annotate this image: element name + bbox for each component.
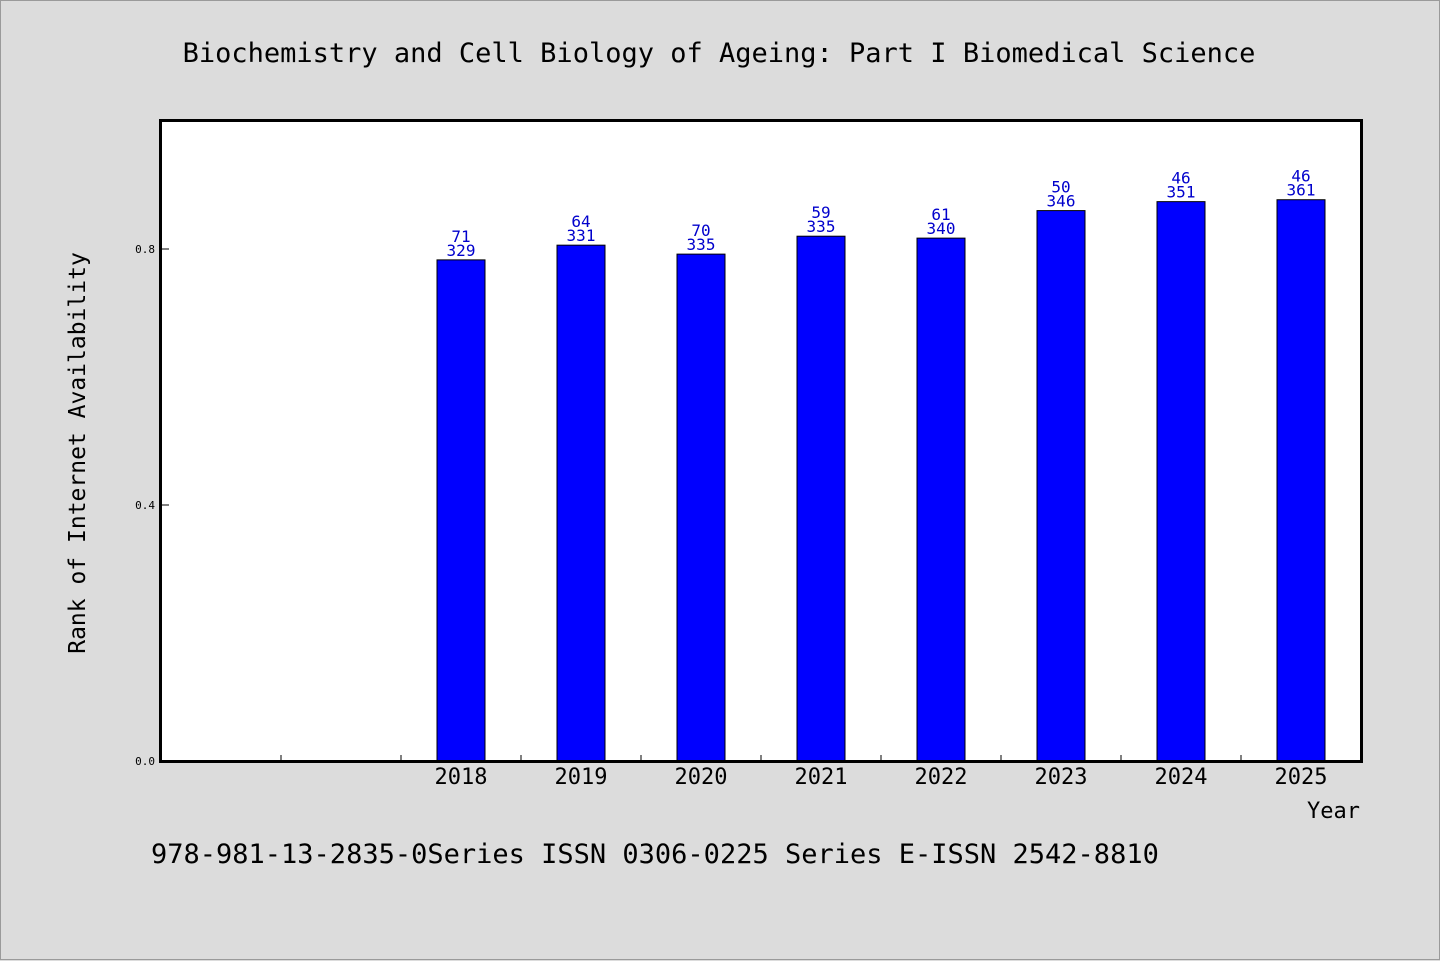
x-tick-label: 2018 <box>435 765 488 790</box>
data-label-top: 46 <box>1171 169 1190 188</box>
chart-title: Biochemistry and Cell Biology of Ageing:… <box>183 38 1256 69</box>
data-label-top: 61 <box>931 205 950 224</box>
data-label-top: 64 <box>571 212 590 231</box>
bar-2024 <box>1156 201 1206 762</box>
bars-group <box>436 199 1326 762</box>
data-label-top: 50 <box>1051 178 1070 197</box>
bar-2022 <box>916 237 966 762</box>
bar-2020 <box>676 253 726 762</box>
data-label-bottom: 335 <box>687 235 716 254</box>
x-ticks-group: 2018 2019 2020 2021 2022 2023 2024 2025 <box>280 755 1328 790</box>
isbn-issn-footer: 978-981-13-2835-0Series ISSN 0306-0225 S… <box>151 839 1159 870</box>
x-axis-label: Year <box>1307 799 1360 824</box>
data-label-bottom: 351 <box>1167 183 1196 202</box>
bar-2019 <box>556 244 606 762</box>
data-label-top: 71 <box>451 227 470 246</box>
data-label-bottom: 361 <box>1287 181 1316 200</box>
x-tick-label: 2022 <box>915 765 968 790</box>
x-tick-label: 2021 <box>795 765 848 790</box>
bar-2018 <box>436 259 486 762</box>
bar-2023 <box>1036 210 1086 762</box>
x-tick-label: 2023 <box>1035 765 1088 790</box>
x-tick-label: 2020 <box>675 765 728 790</box>
data-label-bottom: 340 <box>927 219 956 238</box>
x-tick-label: 2024 <box>1155 765 1208 790</box>
data-label-top: 59 <box>811 203 830 222</box>
bar-2021 <box>796 235 846 762</box>
y-ticks-group: 0.0 0.4 0.8 <box>135 243 169 768</box>
y-tick-label: 0.8 <box>135 243 155 256</box>
y-tick-label: 0.0 <box>135 755 155 768</box>
x-tick-label: 2025 <box>1275 765 1328 790</box>
y-tick-label: 0.4 <box>135 499 155 512</box>
data-label-bottom: 331 <box>567 226 596 245</box>
data-label-bottom: 335 <box>807 217 836 236</box>
data-label-bottom: 329 <box>447 241 476 260</box>
data-label-top: 70 <box>691 221 710 240</box>
y-axis-label: Rank of Internet Availability <box>65 252 91 654</box>
data-label-top: 46 <box>1291 167 1310 186</box>
plot-frame <box>159 119 1363 763</box>
x-tick-label: 2019 <box>555 765 608 790</box>
bar-2025 <box>1276 199 1326 762</box>
data-label-bottom: 346 <box>1047 192 1076 211</box>
